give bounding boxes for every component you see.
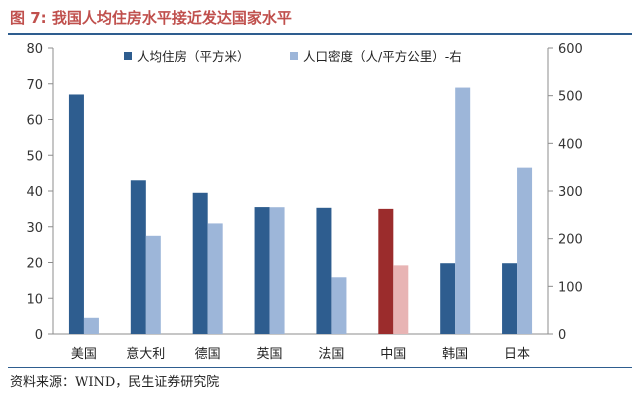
right-tick-label: 600	[558, 42, 583, 57]
source-note: 资料来源：WIND，民生证券研究院	[10, 375, 220, 390]
category-label: 德国	[195, 347, 221, 362]
category-label: 日本	[504, 347, 530, 362]
bar-density-3	[269, 207, 285, 334]
left-tick-label: 70	[26, 78, 43, 93]
legend-label-0: 人均住房（平方米）	[137, 49, 250, 64]
category-label: 英国	[257, 347, 283, 362]
left-tick-label: 60	[26, 114, 43, 129]
bar-chart: 0 10 20 30 40 50 60 70 80 0 100 200 300 400 500 600 美国 意大…	[26, 42, 583, 362]
bar-housing-3	[254, 207, 270, 334]
bar-housing-0	[68, 94, 84, 334]
bar-density-2	[207, 223, 223, 334]
category-label: 法国	[318, 347, 344, 362]
right-tick-label: 400	[558, 137, 583, 152]
right-tick-label: 100	[558, 280, 583, 295]
category-label: 韩国	[442, 347, 468, 362]
left-tick-label: 50	[26, 149, 43, 164]
bar-housing-5	[378, 208, 394, 334]
bar-housing-2	[192, 192, 208, 334]
bar-density-5	[393, 265, 409, 334]
right-tick-label: 300	[558, 185, 583, 200]
right-tick-label: 200	[558, 233, 583, 248]
bar-density-4	[331, 277, 347, 334]
bar-housing-4	[316, 207, 332, 334]
bar-housing-6	[440, 263, 456, 334]
category-label: 意大利	[126, 346, 165, 362]
legend-swatch-1	[290, 52, 298, 60]
bar-density-6	[455, 87, 471, 335]
title-divider	[8, 33, 632, 35]
left-tick-label: 0	[35, 328, 43, 343]
left-tick-label: 30	[26, 221, 43, 236]
right-tick-label: 0	[558, 328, 566, 343]
bar-housing-1	[130, 180, 146, 334]
left-tick-label: 20	[26, 257, 43, 272]
legend-swatch-0	[124, 52, 132, 60]
legend-label-1: 人口密度（人/平方公里）-右	[303, 49, 462, 64]
bar-housing-7	[502, 263, 518, 334]
bar-density-0	[83, 317, 99, 334]
bar-density-1	[145, 235, 161, 334]
figure-title: 图 7: 我国人均住房水平接近发达国家水平	[10, 9, 292, 27]
left-tick-label: 40	[26, 185, 43, 200]
left-tick-label: 80	[26, 42, 43, 57]
source-divider	[8, 367, 632, 368]
left-tick-label: 10	[26, 292, 43, 307]
bar-density-7	[517, 167, 533, 334]
category-label: 中国	[380, 347, 406, 362]
right-tick-label: 500	[558, 90, 583, 105]
category-label: 美国	[71, 347, 97, 362]
